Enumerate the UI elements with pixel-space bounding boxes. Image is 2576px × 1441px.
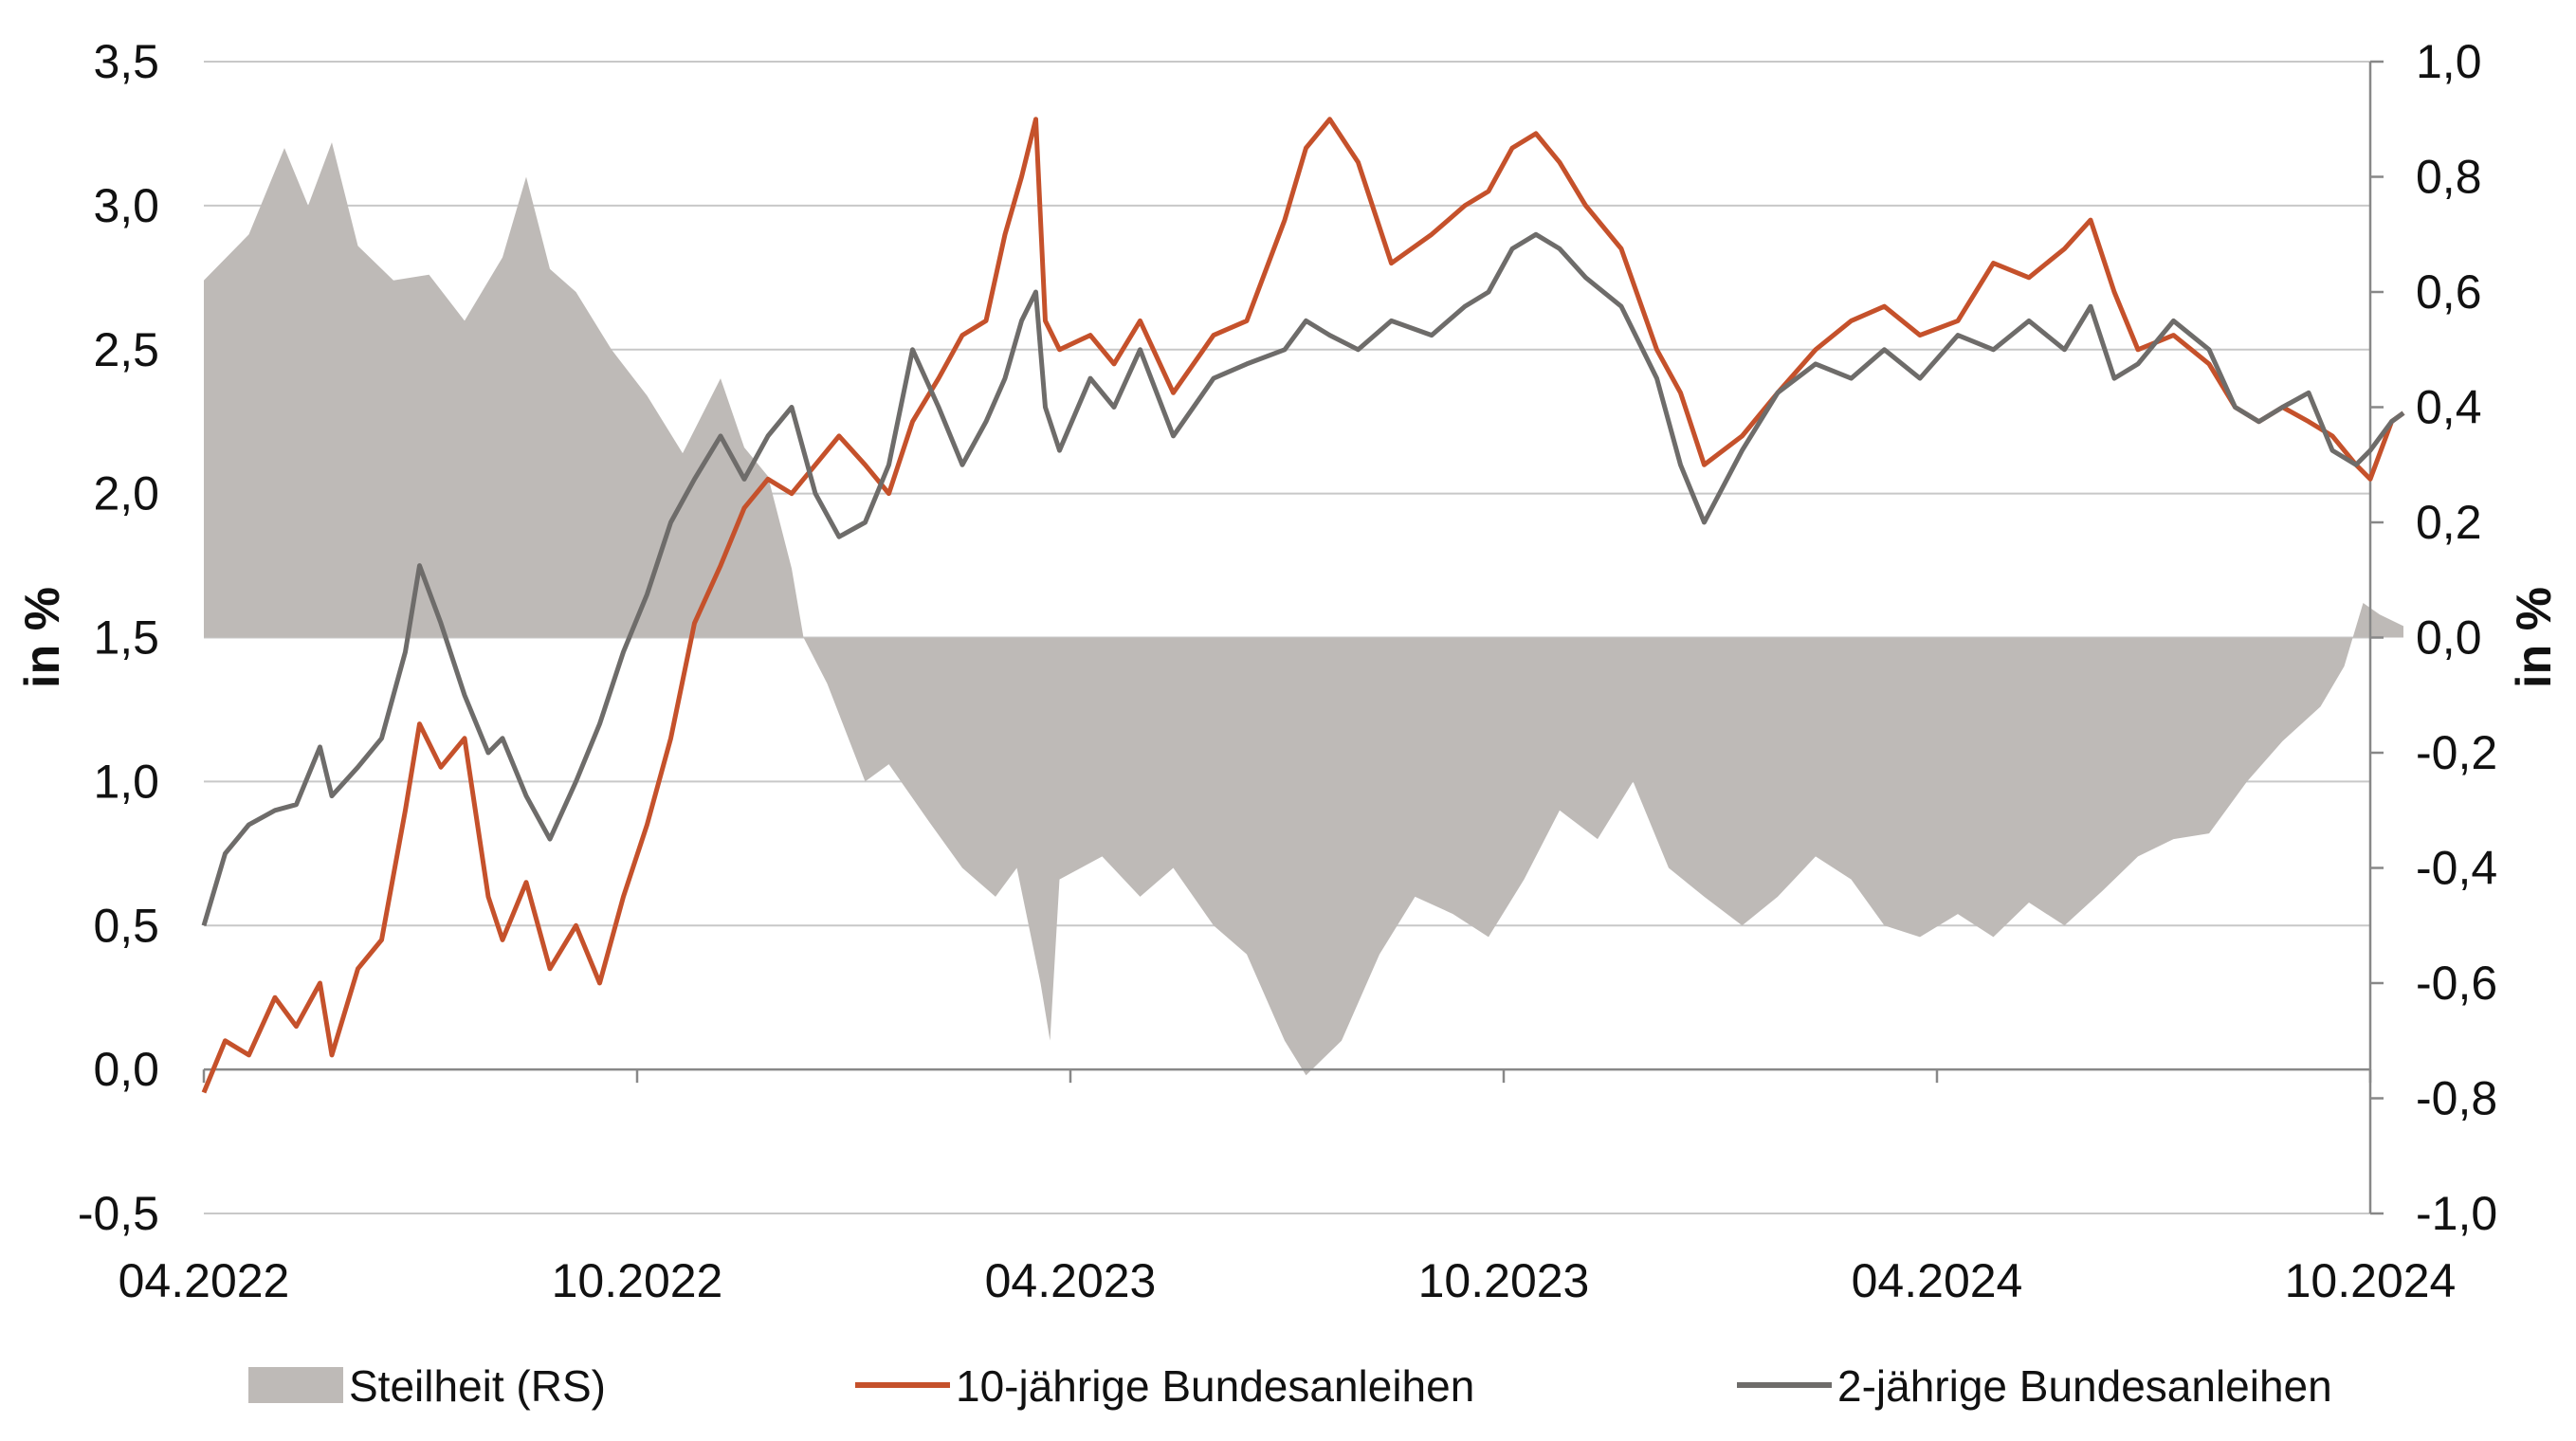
- axes: [202, 60, 2384, 1215]
- y-left-tick-label: 0,0: [93, 1043, 159, 1096]
- y-right-tick-label: -0,6: [2416, 957, 2497, 1010]
- y-left-tick-label: 3,5: [93, 35, 159, 88]
- line-10y-bund: [201, 117, 2405, 1094]
- y-right-tick-label: 1,0: [2416, 35, 2482, 88]
- area-series: [204, 142, 2403, 1076]
- legend-entry: 10-jährige Bundesanleihen: [956, 1361, 1474, 1411]
- y-left-tick-label: -0,5: [78, 1187, 159, 1240]
- y-axis-right-label: in %: [2507, 587, 2562, 688]
- y-left-tick-label: 2,0: [93, 467, 159, 520]
- x-tick-label: 10.2023: [1418, 1254, 1590, 1307]
- y-right-tick-label: 0,2: [2416, 496, 2482, 549]
- y-left-tick-label: 2,5: [93, 323, 159, 376]
- tick-labels: 04.2022 10.2022 04.2023 10.2023 04.2024 10.20…: [78, 35, 2497, 1307]
- y-left-tick-label: 1,0: [93, 755, 159, 808]
- line-2y-bund: [201, 231, 2405, 927]
- x-tick-label: 10.2024: [2285, 1254, 2457, 1307]
- legend-entry: 2-jährige Bundesanleihen: [1837, 1361, 2332, 1411]
- y-axis-left-label: in %: [15, 587, 70, 688]
- y-right-tick-label: -1,0: [2416, 1187, 2497, 1240]
- line-series: [201, 117, 2405, 1094]
- y-right-tick-label: -0,2: [2416, 726, 2497, 779]
- legend-entry: Steilheit (RS): [349, 1361, 606, 1411]
- x-tick-label: 04.2022: [119, 1254, 290, 1307]
- area-steilheit: [204, 142, 2403, 1076]
- y-right-tick-label: 0,0: [2416, 611, 2482, 665]
- x-tick-label: 04.2023: [985, 1254, 1157, 1307]
- y-right-tick-label: 0,8: [2416, 151, 2482, 204]
- y-right-tick-label: 0,4: [2416, 381, 2482, 434]
- y-left-tick-label: 1,5: [93, 611, 159, 665]
- y-right-tick-label: -0,4: [2416, 842, 2497, 895]
- y-right-tick-label: -0,8: [2416, 1072, 2497, 1125]
- legend-swatch-area: [248, 1367, 343, 1403]
- y-left-tick-label: 0,5: [93, 899, 159, 952]
- y-left-tick-label: 3,0: [93, 179, 159, 232]
- x-tick-label: 04.2024: [1852, 1254, 2023, 1307]
- x-tick-label: 10.2022: [552, 1254, 723, 1307]
- legend: Steilheit (RS) 10-jährige Bundesanleihen 2…: [248, 1361, 2332, 1411]
- y-right-tick-label: 0,6: [2416, 265, 2482, 319]
